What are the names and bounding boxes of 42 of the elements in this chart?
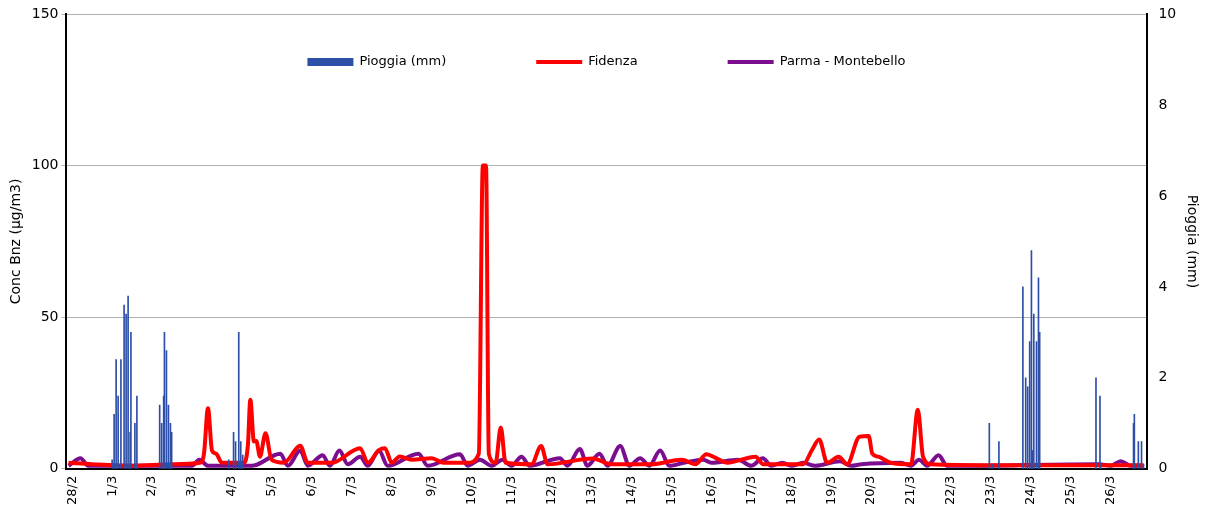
- y2-tick-label: 6: [1158, 186, 1168, 203]
- x-tick-label: 17/3: [742, 475, 758, 506]
- y2-axis-title: Pioggia (mm): [1184, 194, 1201, 289]
- x-tick-label: 12/3: [542, 475, 558, 506]
- x-tick-label: 13/3: [582, 475, 598, 506]
- y-tick-label: 50: [40, 307, 59, 324]
- x-tick-label: 3/3: [183, 475, 199, 497]
- legend-label: Parma - Montebello: [779, 53, 906, 69]
- y2-tick-label: 4: [1158, 277, 1168, 294]
- y-tick-label: 100: [31, 156, 59, 173]
- x-tick-label: 22/3: [942, 475, 958, 506]
- x-tick-label: 8/3: [383, 475, 399, 497]
- y2-tick-label: 10: [1158, 4, 1177, 21]
- x-tick-label: 2/3: [143, 475, 159, 497]
- x-tick-label: 15/3: [662, 475, 678, 506]
- legend-label: Fidenza: [588, 53, 638, 69]
- legend-label: Pioggia (mm): [359, 53, 447, 69]
- x-tick-label: 25/3: [1062, 475, 1078, 506]
- x-tick-label: 11/3: [502, 475, 518, 506]
- x-tick-label: 4/3: [223, 475, 239, 497]
- x-tick-label: 24/3: [1022, 475, 1038, 506]
- x-tick-label: 7/3: [343, 475, 359, 497]
- x-tick-label: 9/3: [423, 475, 439, 497]
- y-tick-label: 0: [49, 459, 59, 476]
- x-tick-label: 16/3: [702, 475, 718, 506]
- y2-tick-label: 8: [1158, 95, 1168, 112]
- x-tick-label: 26/3: [1102, 475, 1118, 506]
- x-tick-label: 18/3: [782, 475, 798, 506]
- x-tick-label: 28/2: [63, 475, 79, 506]
- x-tick-label: 5/3: [263, 475, 279, 497]
- x-tick-label: 6/3: [303, 475, 319, 497]
- x-tick-label: 23/3: [982, 475, 998, 506]
- x-tick-label: 20/3: [862, 475, 878, 506]
- y2-tick-label: 2: [1158, 368, 1168, 385]
- x-tick-label: 19/3: [822, 475, 838, 506]
- x-tick-label: 21/3: [902, 475, 918, 506]
- y2-tick-label: 0: [1158, 459, 1168, 476]
- y-tick-label: 150: [31, 4, 59, 21]
- x-tick-label: 14/3: [622, 475, 638, 506]
- x-tick-label: 10/3: [463, 475, 479, 506]
- x-tick-label: 1/3: [103, 475, 119, 497]
- y-axis-title: Conc Bnz (µg/m3): [7, 178, 24, 305]
